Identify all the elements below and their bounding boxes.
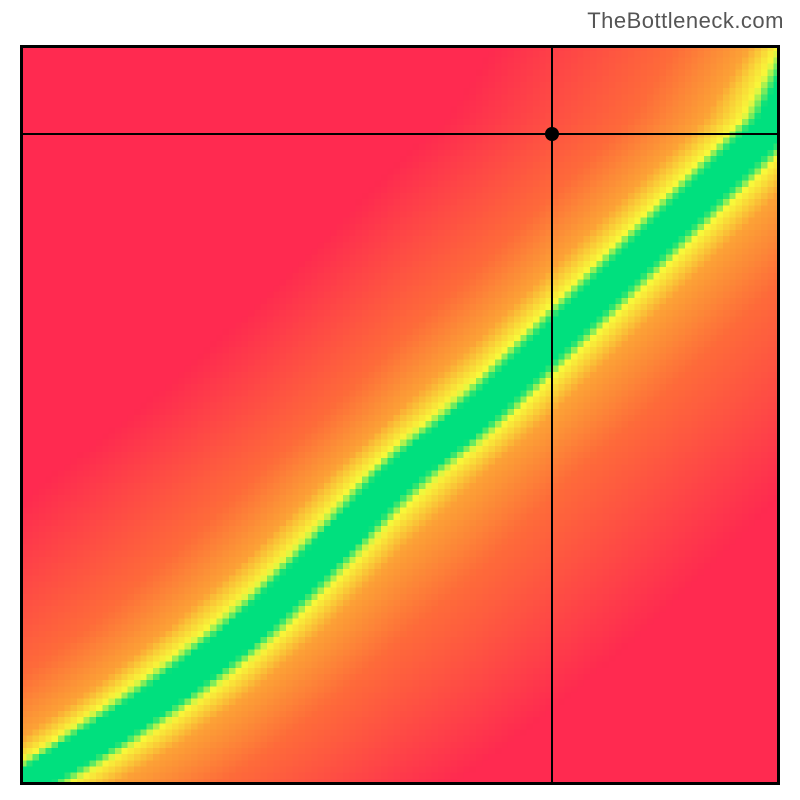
watermark-text: TheBottleneck.com: [587, 8, 784, 34]
chart-container: { "watermark": { "text": "TheBottleneck.…: [0, 0, 800, 800]
plot-frame: [20, 45, 780, 785]
